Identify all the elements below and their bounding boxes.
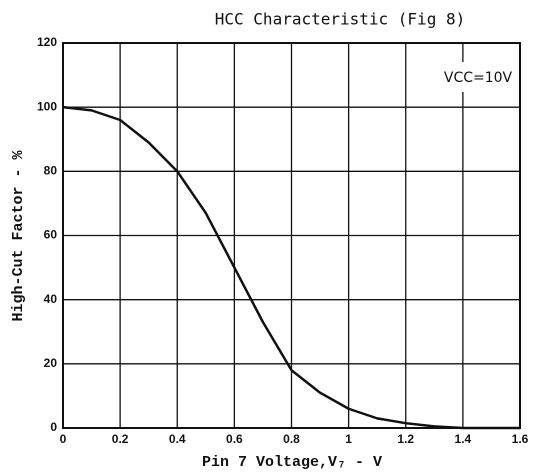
y-tick-label: 40	[44, 292, 58, 306]
chart-title: HCC Characteristic (Fig 8)	[215, 10, 465, 29]
y-axis-label: High-Cut Factor - %	[10, 149, 27, 321]
x-tick-label: 0.8	[283, 432, 300, 446]
y-tick-label: 0	[50, 420, 57, 434]
annotation: VCC=10V	[444, 70, 513, 86]
annotation-bg	[440, 62, 518, 92]
x-tick-label: 0.6	[226, 432, 243, 446]
y-tick-label: 60	[44, 228, 58, 242]
x-tick-label: 1.2	[397, 432, 414, 446]
x-tick-label: 1.4	[455, 432, 472, 446]
curve	[62, 105, 520, 430]
x-tick-label: 1	[345, 432, 352, 446]
y-tick-label: 100	[37, 99, 57, 113]
y-tick-label: 120	[37, 35, 57, 49]
y-tick-label: 20	[44, 356, 58, 370]
x-axis-label: Pin 7 Voltage,V₇ - V	[202, 454, 382, 471]
x-tick-label: 0	[60, 432, 67, 446]
x-tick-label: 1.6	[512, 432, 529, 446]
y-tick-label: 80	[44, 164, 58, 178]
x-tick-label: 0.4	[169, 432, 186, 446]
x-tick-label: 0.2	[112, 432, 129, 446]
